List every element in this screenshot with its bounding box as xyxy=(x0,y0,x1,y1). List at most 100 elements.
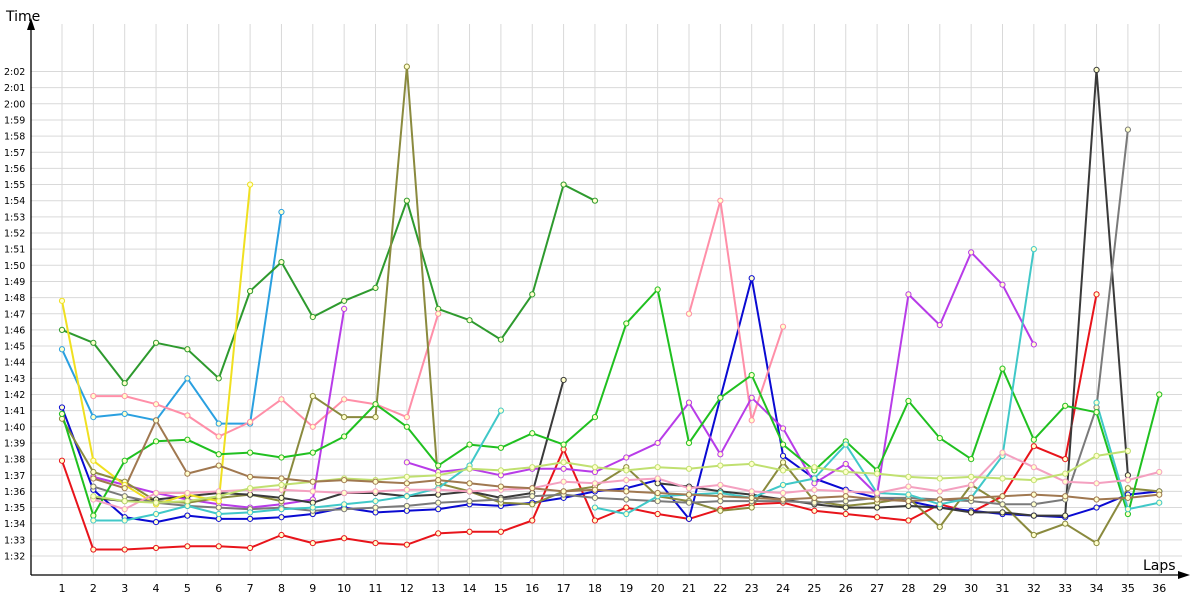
data-point xyxy=(121,485,128,492)
data-point xyxy=(1030,464,1037,471)
data-point xyxy=(341,396,348,403)
data-point xyxy=(152,417,160,424)
x-tick-label: 19 xyxy=(619,582,633,595)
data-point xyxy=(278,396,285,403)
data-point xyxy=(341,414,348,421)
data-point xyxy=(247,473,254,480)
data-point xyxy=(278,481,285,489)
x-tick-label: 35 xyxy=(1121,582,1135,595)
data-point xyxy=(1062,456,1069,463)
data-point xyxy=(560,441,567,448)
x-tick-label: 20 xyxy=(651,582,665,595)
x-tick-label: 9 xyxy=(309,582,316,595)
data-point xyxy=(717,462,724,469)
data-point xyxy=(215,543,222,550)
data-point xyxy=(309,478,316,485)
data-point xyxy=(685,399,693,406)
data-point xyxy=(905,397,912,405)
data-point xyxy=(90,339,97,346)
data-point xyxy=(1030,501,1037,508)
data-point xyxy=(779,459,787,466)
data-point xyxy=(184,375,191,382)
y-tick-label: 2:01 xyxy=(4,83,25,94)
data-point xyxy=(874,504,881,511)
data-point xyxy=(623,496,630,503)
series-line-2 xyxy=(61,277,1160,524)
data-point xyxy=(121,393,128,400)
y-tick-label: 1:40 xyxy=(4,422,25,433)
data-point xyxy=(341,476,348,484)
data-point xyxy=(121,410,128,417)
data-point xyxy=(748,275,755,282)
y-tick-label: 1:42 xyxy=(4,390,25,401)
x-tick-label: 31 xyxy=(996,582,1010,595)
data-point xyxy=(1062,520,1069,527)
data-point xyxy=(215,504,222,511)
data-point xyxy=(654,510,661,518)
data-point xyxy=(874,514,881,521)
data-point xyxy=(152,510,160,518)
data-point xyxy=(717,451,724,458)
data-point xyxy=(1093,66,1100,73)
data-point xyxy=(435,310,442,317)
data-point xyxy=(842,510,849,518)
data-point xyxy=(1156,499,1163,506)
data-point xyxy=(1093,480,1100,487)
data-point xyxy=(529,464,536,471)
data-point xyxy=(309,449,316,456)
data-point xyxy=(811,507,818,514)
data-point xyxy=(309,488,316,495)
data-point xyxy=(152,339,160,346)
data-point xyxy=(435,530,442,537)
y-tick-label: 1:59 xyxy=(4,115,25,126)
x-tick-label: 24 xyxy=(776,582,790,595)
data-point xyxy=(529,501,536,508)
data-point xyxy=(247,288,254,295)
chart-series-group xyxy=(61,65,1161,551)
data-point xyxy=(1030,531,1037,539)
data-point xyxy=(685,310,693,317)
data-point xyxy=(497,407,504,414)
data-point xyxy=(811,486,818,493)
y-tick-label: 1:55 xyxy=(4,180,25,191)
data-point xyxy=(623,320,630,327)
data-point xyxy=(403,493,410,500)
x-tick-label: 36 xyxy=(1152,582,1166,595)
x-tick-label: 4 xyxy=(153,582,160,595)
x-tick-label: 3 xyxy=(121,582,128,595)
data-point xyxy=(403,541,410,548)
data-point xyxy=(90,483,97,490)
data-point xyxy=(1030,246,1037,253)
series-line-5 xyxy=(93,199,785,438)
x-tick-label: 13 xyxy=(431,582,445,595)
data-point xyxy=(905,497,912,505)
data-point xyxy=(811,475,818,482)
data-point xyxy=(466,488,473,495)
data-point xyxy=(309,539,316,547)
data-point xyxy=(999,475,1006,482)
data-point xyxy=(811,464,818,471)
y-tick-label: 1:34 xyxy=(4,519,25,530)
data-point xyxy=(623,488,630,495)
data-point xyxy=(121,506,128,513)
data-point xyxy=(184,543,191,550)
data-point xyxy=(152,544,160,552)
data-point xyxy=(717,507,724,514)
data-point xyxy=(685,499,693,506)
data-point xyxy=(560,465,567,472)
data-point xyxy=(874,470,881,477)
data-point xyxy=(278,475,285,482)
data-point xyxy=(717,493,724,500)
y-tick-label: 1:33 xyxy=(4,535,25,546)
data-point xyxy=(497,467,504,474)
y-tick-label: 1:51 xyxy=(4,245,25,256)
data-point xyxy=(1093,409,1100,416)
data-point xyxy=(685,515,693,522)
data-point xyxy=(309,423,316,430)
data-point xyxy=(999,365,1006,372)
data-point xyxy=(905,517,912,524)
data-point xyxy=(341,305,348,313)
data-point xyxy=(560,376,567,384)
data-point xyxy=(654,489,661,497)
data-point xyxy=(215,510,222,518)
